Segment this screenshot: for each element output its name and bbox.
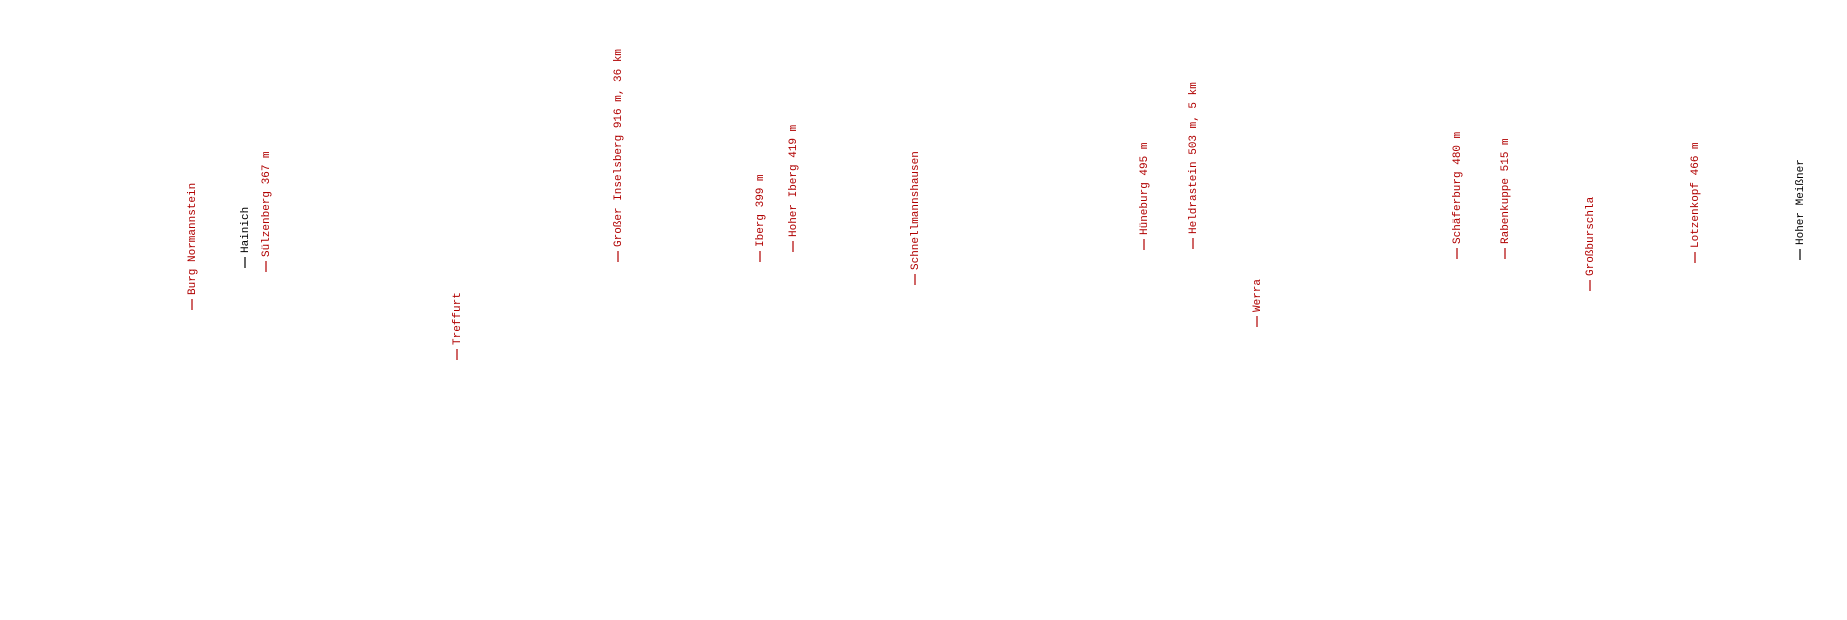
peak-label: Sülzenberg 367 m [261, 151, 273, 257]
peak-label: Hüneburg 495 m [1139, 142, 1151, 235]
peak-label: Großburschla [1585, 196, 1597, 276]
peak-label: Großer Inselsberg 916 m, 36 km [613, 49, 625, 247]
peak-label: Schnellmannshausen [910, 151, 922, 270]
peak-label: Iberg 399 m [755, 174, 767, 247]
peak-label: Rabenkuppe 515 m [1500, 138, 1512, 244]
peak-label: Hainich [240, 207, 252, 253]
peak-label: Werra [1252, 279, 1264, 312]
peak-label: Burg Normannstein [187, 183, 199, 295]
peak-label: Hoher Iberg 419 m [788, 124, 800, 237]
peak-label: Hoher Meißner [1795, 159, 1807, 245]
peak-label: Heldrastein 503 m, 5 km [1188, 82, 1200, 234]
peak-label: Treffurt [452, 292, 464, 345]
peak-label: Lotzenkopf 466 m [1690, 142, 1702, 248]
peak-label: Schäferburg 480 m [1452, 131, 1464, 244]
